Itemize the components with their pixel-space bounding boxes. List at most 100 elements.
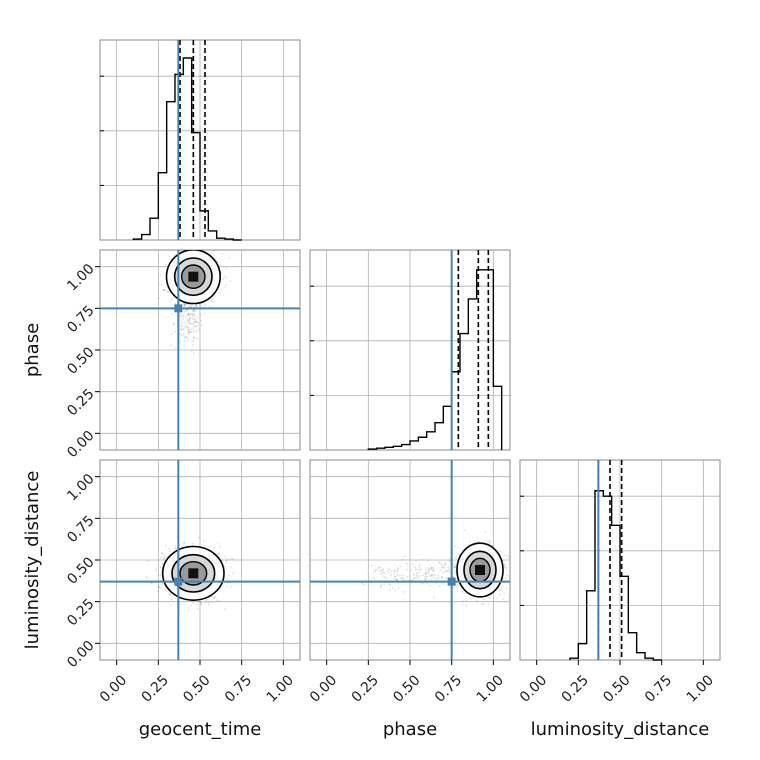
- sample-point: [216, 542, 219, 544]
- sample-point: [372, 576, 375, 579]
- sample-point: [158, 283, 161, 286]
- sample-point: [428, 572, 430, 575]
- sample-point: [500, 585, 503, 588]
- sample-point: [183, 304, 186, 307]
- sample-point: [442, 582, 445, 585]
- sample-point: [447, 570, 450, 572]
- sample-point: [194, 329, 197, 332]
- sample-point: [443, 564, 446, 567]
- sample-point: [406, 563, 409, 566]
- sample-point: [225, 559, 228, 562]
- sample-point: [424, 578, 427, 581]
- sample-point: [426, 582, 429, 585]
- sample-point: [213, 596, 216, 599]
- sample-point: [482, 603, 485, 606]
- sample-point: [182, 314, 185, 316]
- sample-point: [383, 576, 386, 579]
- sample-point: [169, 594, 172, 597]
- sample-point: [211, 601, 214, 604]
- histogram-step: [569, 490, 662, 661]
- sample-point: [401, 576, 404, 579]
- sample-point: [438, 561, 440, 564]
- sample-point: [477, 540, 480, 543]
- sample-point: [440, 576, 443, 579]
- sample-point: [200, 324, 203, 327]
- sample-point: [196, 600, 199, 603]
- sample-point: [193, 320, 195, 323]
- sample-point: [226, 558, 229, 560]
- sample-point: [198, 248, 200, 250]
- x-axis-label: phase: [383, 719, 437, 740]
- sample-point: [187, 333, 190, 335]
- sample-point: [212, 246, 214, 248]
- sample-point: [488, 596, 491, 599]
- sample-point: [419, 571, 421, 573]
- sample-point: [401, 558, 404, 561]
- sample-point: [231, 557, 234, 560]
- sample-point: [180, 250, 182, 252]
- sample-point: [396, 574, 399, 577]
- sample-point: [372, 571, 375, 574]
- sample-point: [157, 297, 160, 300]
- sample-point: [503, 592, 505, 595]
- sample-point: [414, 569, 416, 571]
- sample-point: [379, 584, 382, 587]
- sample-point: [431, 573, 433, 576]
- sample-point: [196, 244, 198, 246]
- sample-point: [213, 295, 215, 298]
- sample-point: [183, 244, 185, 246]
- sample-point: [232, 572, 234, 575]
- sample-point: [195, 321, 198, 324]
- sample-point: [225, 267, 228, 270]
- sample-point: [186, 309, 189, 312]
- sample-point: [394, 570, 396, 573]
- sample-point: [443, 566, 446, 569]
- sample-point: [183, 302, 185, 305]
- panel-hist-luminosity_distance: [519, 459, 721, 661]
- sample-point: [180, 334, 183, 336]
- x-tick-label: 0.50: [390, 672, 423, 705]
- sample-point: [441, 566, 443, 569]
- sample-point: [414, 576, 416, 579]
- sample-point: [382, 571, 384, 574]
- sample-point: [402, 574, 404, 577]
- sample-point: [397, 587, 400, 590]
- sample-point: [386, 570, 389, 572]
- sample-point: [380, 584, 383, 586]
- sample-point: [432, 573, 435, 576]
- sample-point: [389, 589, 392, 592]
- sample-point: [170, 604, 172, 607]
- sample-point: [183, 303, 186, 306]
- sample-point: [418, 574, 421, 577]
- sample-point: [453, 572, 456, 575]
- sample-point: [156, 589, 159, 592]
- sample-point: [203, 540, 206, 542]
- sample-point: [194, 309, 197, 312]
- x-tick-label: 1.00: [264, 672, 297, 705]
- sample-point: [442, 571, 444, 574]
- sample-point: [397, 567, 399, 570]
- panel-hist-phase: [309, 249, 511, 451]
- sample-point: [199, 304, 202, 307]
- sample-point: [488, 539, 491, 542]
- sample-point: [229, 566, 232, 569]
- sample-point: [169, 344, 172, 347]
- sample-points: [157, 244, 232, 355]
- sample-point: [460, 587, 463, 590]
- sample-point: [444, 570, 446, 573]
- sample-point: [399, 574, 401, 577]
- sample-point: [164, 589, 167, 592]
- sample-point: [416, 577, 419, 580]
- sample-points: [361, 529, 510, 607]
- sample-point: [161, 562, 164, 564]
- sample-point: [378, 566, 381, 569]
- sample-point: [413, 574, 416, 577]
- sample-point: [428, 568, 431, 571]
- sample-point: [232, 558, 235, 561]
- sample-point: [194, 336, 197, 339]
- sample-point: [159, 556, 162, 559]
- sample-point: [182, 543, 185, 546]
- sample-point: [445, 570, 447, 572]
- sample-point: [193, 318, 196, 321]
- sample-point: [440, 563, 443, 565]
